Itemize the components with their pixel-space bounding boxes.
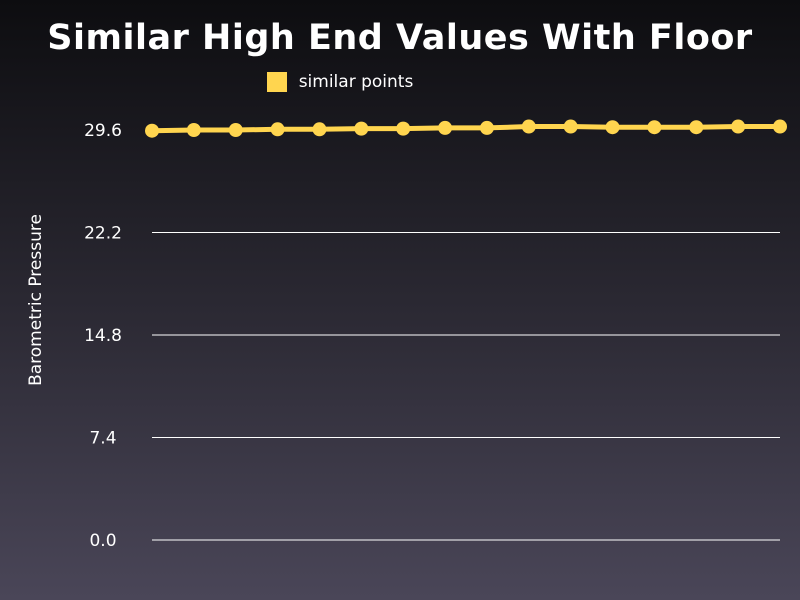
data-point bbox=[479, 120, 494, 135]
data-point bbox=[605, 120, 620, 135]
legend-swatch bbox=[266, 72, 287, 92]
y-tick-label: 14.8 bbox=[84, 326, 122, 346]
series-line bbox=[151, 124, 780, 134]
data-point bbox=[186, 123, 201, 137]
data-point bbox=[689, 120, 704, 135]
y-tick-label: 7.4 bbox=[89, 429, 116, 449]
data-point bbox=[438, 120, 453, 135]
data-point bbox=[270, 122, 285, 137]
data-point bbox=[354, 121, 369, 136]
y-tick-label: 29.6 bbox=[84, 121, 122, 141]
chart-title: Similar High End Values With Floor bbox=[47, 18, 753, 58]
data-point bbox=[145, 123, 159, 138]
data-point bbox=[521, 119, 536, 134]
data-point bbox=[647, 120, 662, 135]
y-tick-label: 22.2 bbox=[84, 224, 122, 244]
legend: similar points bbox=[0, 72, 800, 92]
data-point bbox=[396, 121, 411, 136]
legend-label: similar points bbox=[298, 72, 414, 92]
data-point bbox=[773, 119, 787, 134]
data-point bbox=[312, 122, 327, 137]
data-point bbox=[563, 119, 578, 134]
y-tick-label: 0.0 bbox=[89, 531, 116, 551]
data-point bbox=[731, 119, 746, 134]
data-point bbox=[228, 123, 243, 137]
